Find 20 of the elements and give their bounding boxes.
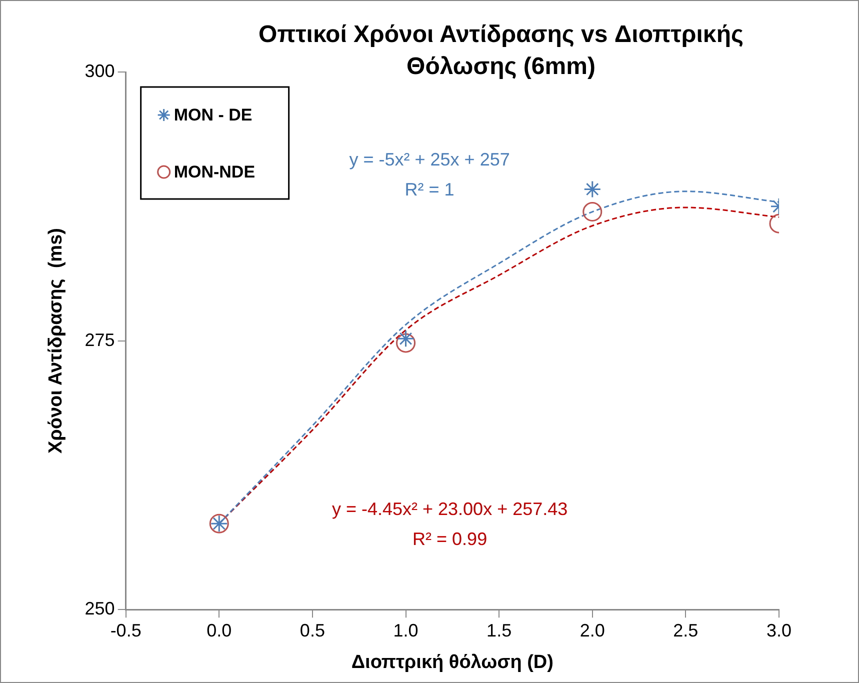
annotation: y = -5x² + 25x + 257 R² = 1 <box>349 150 510 200</box>
y-tick-label: 300 <box>84 60 115 81</box>
x-tick-label: 3.0 <box>766 620 792 640</box>
legend-label: MON - DE <box>174 106 252 125</box>
annotation: y = -4.45x² + 23.00x + 257.43 R² = 0.99 <box>332 499 568 550</box>
chart-title: Οπτικοί Χρόνοι Αντίδρασης vs Διοπτρικής Θόλωσης (6mm) <box>258 20 744 82</box>
x-tick-label: 2.0 <box>580 620 605 640</box>
y-axis-title: Χρόνοι Αντίδρασης (ms) <box>46 228 67 454</box>
y-tick-label: 275 <box>84 330 115 350</box>
x-tick-label: 1.5 <box>486 620 512 640</box>
x-tick-label: 0.5 <box>300 620 325 640</box>
legend-label: MON-NDE <box>174 162 256 182</box>
x-axis-title: Διοπτρική θόλωση (D) <box>351 652 554 673</box>
x-tick-label: 0.0 <box>206 620 232 640</box>
point <box>397 330 415 348</box>
y-tick-label: 250 <box>84 598 115 619</box>
x-tick-label: 2.5 <box>673 620 698 640</box>
x-tick-label: -0.5 <box>110 620 142 640</box>
point <box>396 333 416 353</box>
x-tick-label: 1.0 <box>393 620 418 640</box>
